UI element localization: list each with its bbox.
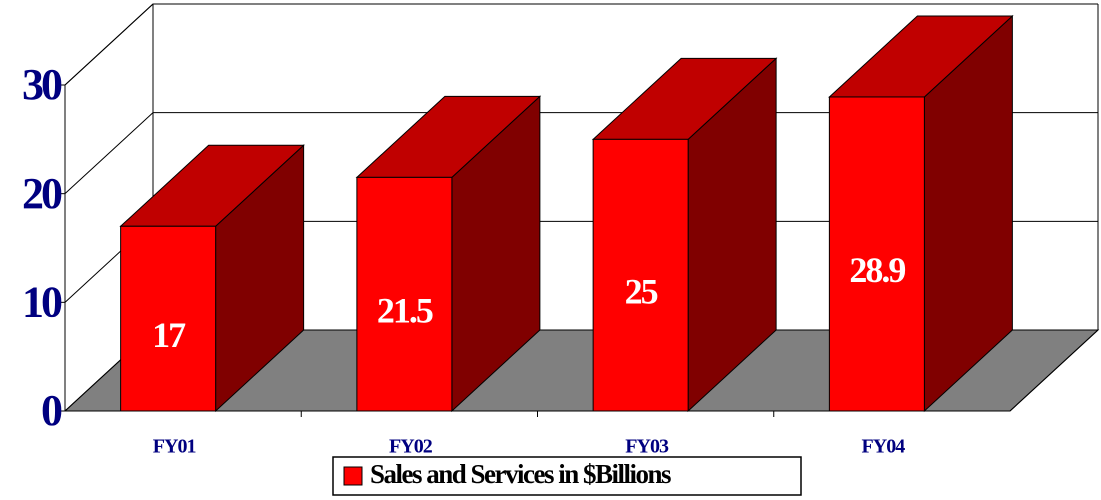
value-label: 17 [152,315,186,355]
floor-right [1009,329,1099,412]
grid-line [64,3,1098,86]
y-tick-label: 10 [22,277,62,326]
grid-line [64,112,1098,195]
legend-label: Sales and Services in $Billions [370,459,671,489]
bar [356,176,453,412]
x-tick-label: FY03 [625,436,669,458]
y-tick-label: 20 [22,169,62,218]
bar [592,138,689,412]
value-label: 25 [625,271,658,311]
value-label: 21.5 [377,290,433,330]
y-tick-label: 30 [22,60,62,109]
legend-swatch [343,466,363,486]
bar [828,96,925,412]
x-tick-label: FY01 [153,436,196,458]
legend-box [332,456,802,496]
x-tick-label: FY02 [389,436,433,458]
bar [120,225,217,412]
value-label: 28.9 [849,250,905,290]
x-tick-label: FY04 [862,436,906,458]
y-tick-label: 0 [41,386,62,435]
